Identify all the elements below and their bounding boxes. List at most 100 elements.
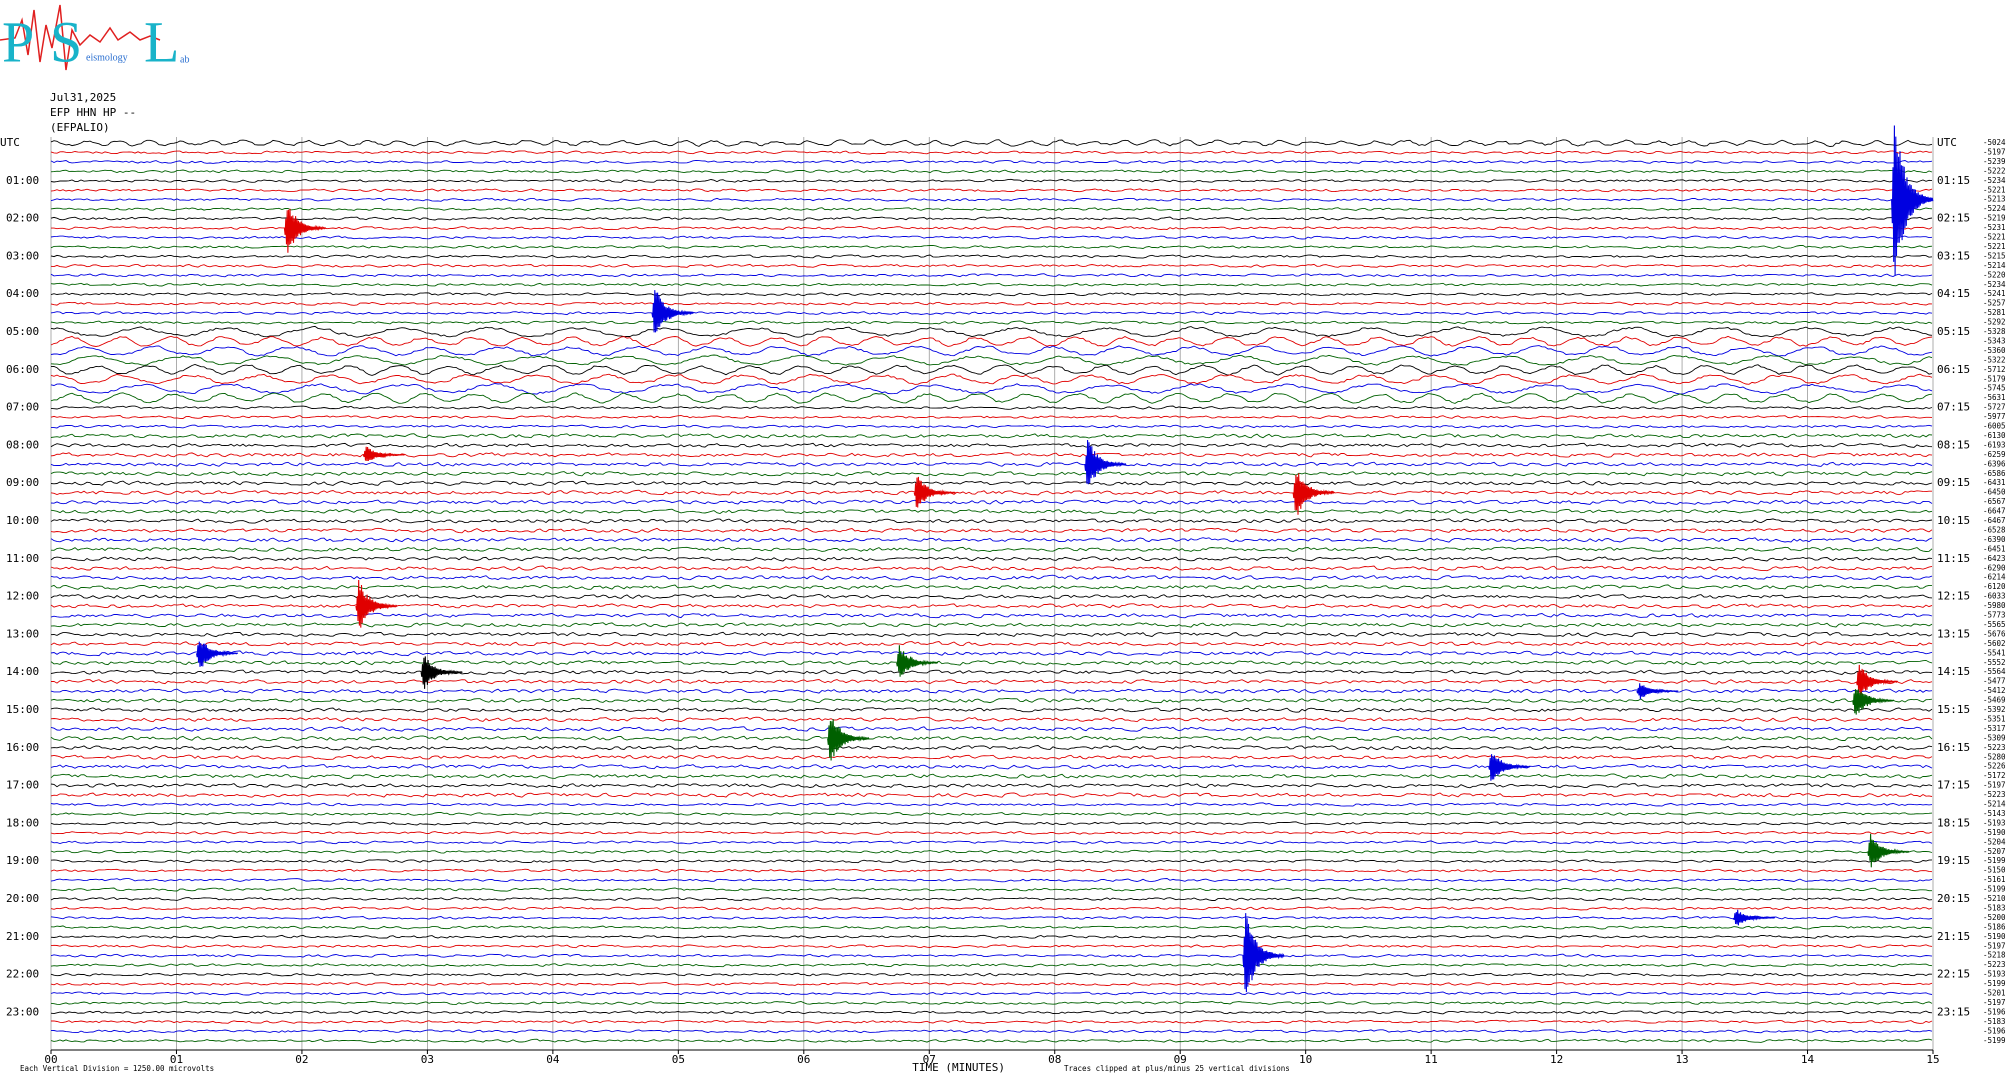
trace-label: -5412 [1983, 686, 2006, 695]
trace [50, 325, 1933, 338]
right-time-label: 12:15 [1937, 590, 1970, 603]
trace-label: -5223 [1983, 743, 2006, 752]
trace [50, 383, 1933, 395]
footnote: Each Vertical Division = 1250.00 microvo… [20, 1064, 214, 1073]
trace-label: -5199 [1983, 979, 2006, 988]
right-time-label: 23:15 [1937, 1005, 1970, 1018]
trace-label: -5201 [1983, 989, 2006, 998]
trace-label: -5292 [1983, 318, 2006, 327]
trace [50, 335, 1933, 347]
trace [50, 405, 1933, 410]
trace [50, 442, 1933, 448]
right-time-label: 08:15 [1937, 438, 1970, 451]
trace-label: -5223 [1983, 960, 2006, 969]
trace-label: -5215 [1983, 251, 2006, 260]
trace-label: -5980 [1983, 601, 2006, 610]
right-time-label: 13:15 [1937, 627, 1970, 640]
trace-label: -5218 [1983, 951, 2006, 960]
trace [50, 537, 1933, 543]
trace-label: -5197 [1983, 781, 2006, 790]
trace [50, 783, 1933, 789]
trace [50, 574, 1933, 581]
trace-label: -5199 [1983, 885, 2006, 894]
trace-label: -6390 [1983, 535, 2006, 544]
trace-label: -5281 [1983, 308, 2006, 317]
trace [50, 159, 1933, 164]
trace [50, 565, 1933, 572]
trace-label: -6130 [1983, 431, 2006, 440]
event [362, 446, 405, 462]
trace [50, 364, 1933, 376]
left-time-label: 09:00 [6, 476, 39, 489]
trace [51, 226, 1933, 231]
trace-label: -5196 [1983, 1026, 2006, 1035]
right-time-label: 15:15 [1937, 703, 1970, 716]
right-time-label: 18:15 [1937, 816, 1970, 829]
trace [50, 373, 1933, 385]
trace [50, 991, 1933, 996]
trace [50, 292, 1933, 297]
right-time-label: 22:15 [1937, 968, 1970, 981]
logo-wiggle [0, 4, 161, 71]
x-tick-label: 03 [421, 1053, 434, 1066]
trace [50, 424, 1933, 429]
trace-label: -6431 [1983, 478, 2006, 487]
trace [50, 754, 1933, 760]
trace [50, 735, 1933, 742]
trace-label: -5223 [1983, 790, 2006, 799]
trace-label: -5222 [1983, 166, 2006, 175]
event [1867, 833, 1910, 868]
right-time-label: 14:15 [1937, 665, 1970, 678]
left-time-label: 11:00 [6, 552, 39, 565]
x-axis-label: TIME (MINUTES) [912, 1061, 1005, 1074]
trace [50, 773, 1933, 779]
trace-label: -5196 [1983, 1007, 2006, 1016]
left-time-label: 13:00 [6, 627, 39, 640]
left-time-label: 05:00 [6, 325, 39, 338]
left-time-label: 16:00 [6, 741, 39, 754]
trace-label: -6396 [1983, 459, 2006, 468]
trace-label: -5977 [1983, 412, 2006, 421]
trace-label: -5552 [1983, 658, 2006, 667]
left-time-label: 07:00 [6, 401, 39, 414]
trace-label: -5161 [1983, 875, 2006, 884]
trace-label: -6586 [1983, 469, 2006, 478]
trace [50, 471, 1933, 477]
trace [50, 216, 1933, 221]
trace [50, 716, 1933, 723]
trace-label: -5773 [1983, 611, 2006, 620]
trace-label: -5234 [1983, 280, 2006, 289]
trace-label: -5213 [1983, 195, 2006, 204]
trace [50, 934, 1933, 939]
logo-letter: P [2, 9, 34, 74]
trace [50, 593, 1933, 600]
x-tick-label: 00 [44, 1053, 57, 1066]
event [1855, 664, 1899, 696]
trace-label: -5309 [1983, 733, 2006, 742]
trace [50, 354, 1933, 366]
trace-label: -5231 [1983, 223, 2006, 232]
trace-label: -6120 [1983, 582, 2006, 591]
trace-label: -5190 [1983, 828, 2006, 837]
station: EFP HHN HP -- [50, 106, 136, 119]
left-time-label: 17:00 [6, 779, 39, 792]
event [1636, 683, 1679, 700]
trace-label: -6567 [1983, 497, 2006, 506]
trace [50, 1019, 1933, 1024]
trace-label: -5199 [1983, 1036, 2006, 1045]
trace-label: -5280 [1983, 752, 2006, 761]
trace [50, 603, 1933, 609]
trace [50, 840, 1933, 845]
trace-label: -6259 [1983, 450, 2006, 459]
trace [50, 207, 1933, 212]
x-tick-label: 02 [295, 1053, 308, 1066]
trace [50, 301, 1933, 306]
event [827, 719, 870, 761]
trace-label: -5204 [1983, 837, 2006, 846]
trace [50, 461, 1933, 467]
trace [50, 745, 1933, 751]
left-time-label: 14:00 [6, 665, 39, 678]
trace [50, 1038, 1933, 1043]
trace [50, 273, 1933, 278]
trace [50, 345, 1933, 357]
